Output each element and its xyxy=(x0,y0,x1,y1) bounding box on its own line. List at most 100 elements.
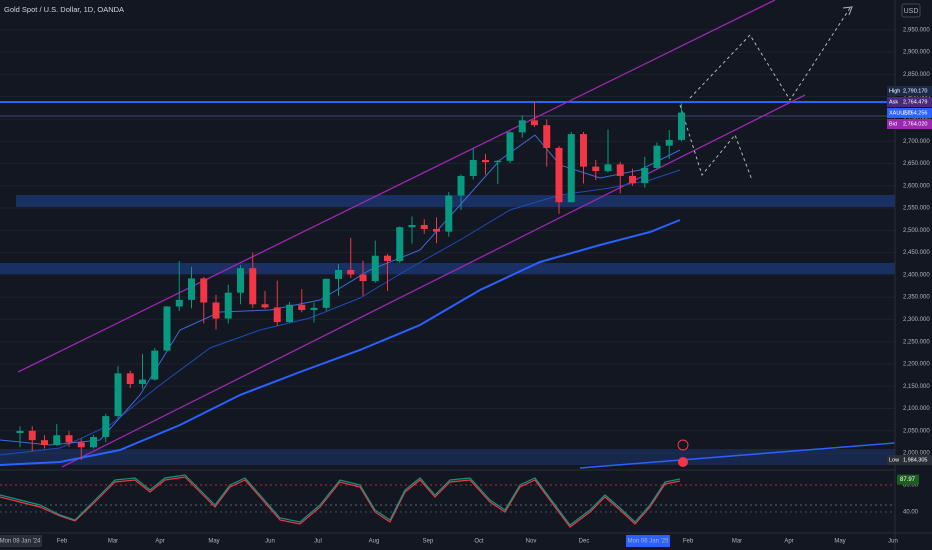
candle-body xyxy=(41,440,48,446)
y-tick-label: 2,950.000 xyxy=(903,27,930,33)
moving-average-200 xyxy=(0,219,681,466)
candle-body xyxy=(641,167,649,184)
y-tick-label: 2,300.000 xyxy=(903,317,930,323)
y-tick-label: 2,600.000 xyxy=(903,183,930,189)
candle-body xyxy=(445,195,453,232)
candle-body xyxy=(592,166,600,172)
y-tick-label: 2,350.000 xyxy=(903,295,930,301)
candle-body xyxy=(433,228,440,232)
low-label-value: 1,984.305 xyxy=(903,458,927,464)
y-tick-label: 2,700.000 xyxy=(903,139,930,145)
event-icon xyxy=(677,439,689,451)
candle-body xyxy=(335,269,342,279)
price-label-box xyxy=(887,97,932,107)
candle-body xyxy=(469,159,477,176)
candle-body xyxy=(371,255,379,282)
price-label-value: 2,790.170 xyxy=(903,88,927,94)
candle-body xyxy=(114,373,122,417)
low-label-box xyxy=(887,455,932,466)
osc-value-label: 87.97 xyxy=(900,477,916,483)
candle-body xyxy=(359,274,367,282)
time-label-box xyxy=(626,535,670,547)
currency: USD xyxy=(904,8,919,15)
x-tick-label: Apr xyxy=(155,539,164,545)
candle-body xyxy=(163,306,171,351)
candle-body xyxy=(580,134,587,167)
x-tick-label: Jun xyxy=(888,539,898,545)
candle-body xyxy=(506,132,514,161)
candle-body xyxy=(347,269,355,275)
candle-body xyxy=(102,416,110,438)
price-label-name: Bid xyxy=(889,121,897,127)
projection xyxy=(689,7,851,101)
osc-signal xyxy=(0,476,681,528)
trend-line xyxy=(579,439,932,469)
candle-body xyxy=(653,145,661,168)
candle-body xyxy=(408,224,416,228)
x-tick-label: May xyxy=(208,539,219,545)
price-label-name: High xyxy=(889,88,900,94)
price-label-value: 2,764.479 xyxy=(903,99,927,105)
osc-value-box xyxy=(897,474,919,485)
candle-body xyxy=(90,437,97,448)
price-label-value: 2,764.256 xyxy=(903,110,927,116)
price-label-box xyxy=(887,119,932,129)
price-label-value: 2,764.020 xyxy=(903,121,927,127)
osc-tick-label: 40.00 xyxy=(903,510,919,516)
y-tick-label: 2,000.000 xyxy=(903,451,930,457)
price-label-name: XAUUSD xyxy=(889,110,912,116)
time-label-box xyxy=(0,535,42,547)
candle-body xyxy=(322,278,330,308)
candle-body xyxy=(273,307,281,323)
candle-body xyxy=(237,268,244,293)
channel-lower xyxy=(61,94,806,468)
y-tick-label: 2,150.000 xyxy=(903,384,930,390)
chart-title: Gold Spot / U.S. Dollar, 1D, OANDA xyxy=(4,5,124,14)
candle-body xyxy=(678,112,685,140)
y-tick-label: 2,450.000 xyxy=(903,250,930,256)
zone xyxy=(16,195,895,207)
candle-body xyxy=(212,302,220,319)
x-tick-label: Sep xyxy=(423,539,434,545)
candle-body xyxy=(286,304,293,323)
candle-body xyxy=(188,278,195,300)
candle-body xyxy=(604,164,612,172)
candle-body xyxy=(28,430,36,441)
candle-body xyxy=(629,175,636,184)
x-tick-label: Feb xyxy=(57,539,68,545)
x-tick-label: Mar xyxy=(108,539,118,545)
x-tick-label: Nov xyxy=(526,539,537,545)
candle-body xyxy=(200,278,208,303)
osc-tick-label: 80.00 xyxy=(903,483,919,489)
candle-body xyxy=(16,430,24,434)
y-tick-label: 2,650.000 xyxy=(903,161,930,167)
y-tick-label: 2,900.000 xyxy=(903,50,930,56)
candle-body xyxy=(261,304,269,308)
icons xyxy=(677,439,689,467)
candle-body xyxy=(494,160,502,163)
candle-body xyxy=(53,435,61,446)
y-tick-label: 2,500.000 xyxy=(903,228,930,234)
candle-body xyxy=(175,299,183,307)
y-tick-label: 2,400.000 xyxy=(903,272,930,278)
candle-body xyxy=(665,139,673,146)
candle-body xyxy=(384,255,391,262)
channel-upper xyxy=(17,0,776,373)
price-label-name: Ask xyxy=(889,99,898,105)
y-tick-label: 2,050.000 xyxy=(903,428,930,434)
x-tick-label: Mon 08 Jan '24 xyxy=(0,539,41,545)
candle-body xyxy=(457,175,465,196)
candle-body xyxy=(224,292,232,319)
y-tick-label: 2,100.000 xyxy=(903,406,930,412)
x-tick-label: Aug xyxy=(369,539,380,545)
zone xyxy=(0,449,895,465)
candle-body xyxy=(420,224,428,229)
candle-body xyxy=(531,120,538,126)
moving-average-100 xyxy=(0,169,681,456)
candle-body xyxy=(151,350,159,380)
event-icon xyxy=(678,457,688,467)
x-tick-label: Oct xyxy=(474,539,484,545)
candle-body xyxy=(249,268,257,305)
